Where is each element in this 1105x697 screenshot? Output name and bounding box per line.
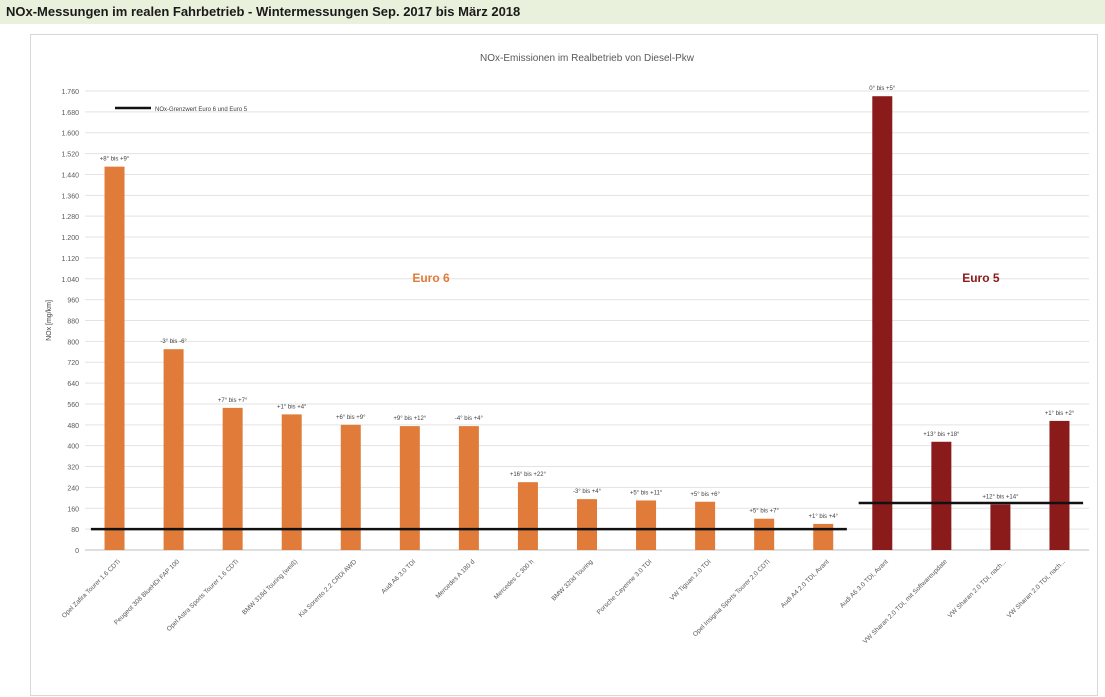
data-label: +5° bis +6°: [690, 492, 720, 498]
bar: [163, 349, 184, 550]
y-tick-label: 1.760: [61, 89, 79, 96]
nox-bar-chart: NOx-Emissionen im Realbetrieb von Diesel…: [46, 53, 1089, 645]
y-tick-label: 480: [67, 423, 79, 430]
y-tick-label: 240: [67, 485, 79, 492]
x-tick-label: Porsche Cayenne 3.0 TDI: [596, 558, 654, 616]
x-tick-label: VW Sharan 2.0 TDI, nach...: [947, 558, 1008, 619]
y-tick-label: 1.600: [61, 131, 79, 138]
x-tick-label: Opel Zafira Tourer 1.6 CDTi: [61, 558, 122, 619]
data-label: +16° bis +22°: [510, 472, 547, 478]
data-label: +1° bis +4°: [277, 404, 307, 410]
y-tick-label: 320: [67, 465, 79, 472]
bar: [1049, 420, 1070, 550]
data-label: +6° bis +9°: [336, 415, 366, 421]
y-tick-label: 1.040: [61, 277, 79, 284]
bar: [281, 414, 302, 550]
bar: [399, 426, 420, 550]
x-tick-label: VW Sharan 2.0 TDI, nach...: [1006, 558, 1067, 619]
x-tick-label: BMW 318d Touring (weiß): [241, 558, 299, 616]
bar: [340, 424, 361, 550]
y-tick-label: 160: [67, 506, 79, 513]
data-label: +5° bis +11°: [630, 490, 663, 496]
bar: [695, 501, 716, 550]
page-header: NOx-Messungen im realen Fahrbetrieb - Wi…: [0, 0, 1105, 24]
y-tick-label: 1.520: [61, 152, 79, 159]
data-label: +13° bis +18°: [923, 432, 960, 438]
data-label: +8° bis +9°: [100, 157, 130, 163]
y-tick-label: 0: [75, 548, 79, 555]
group-label: Euro 5: [962, 271, 1000, 285]
bar: [813, 523, 834, 550]
x-tick-label: BMW 320d Touring: [550, 558, 594, 602]
y-tick-label: 80: [71, 527, 79, 534]
x-tick-label: VW Tiguan 2.0 TDI: [669, 558, 713, 602]
y-tick-label: 960: [67, 298, 79, 305]
group-label: Euro 6: [412, 271, 450, 285]
y-tick-label: 1.200: [61, 235, 79, 242]
data-label: +9° bis +12°: [393, 416, 426, 422]
x-tick-label: Peugeot 308 BlueHDi FAP 100: [113, 558, 181, 626]
y-tick-label: 880: [67, 319, 79, 326]
x-tick-label: Mercedes C 300 h: [493, 558, 536, 601]
y-axis-label: NOx [mg/km]: [46, 300, 53, 341]
y-tick-label: 1.440: [61, 172, 79, 179]
y-tick-label: 560: [67, 402, 79, 409]
x-tick-label: Audi A6 3.0 TDI: [380, 558, 417, 595]
data-label: +1° bis +2°: [1045, 411, 1075, 417]
data-label: -3° bis +4°: [573, 489, 602, 495]
bar: [577, 499, 597, 550]
bar: [458, 426, 479, 550]
x-tick-label: Mercedes A 180 d: [435, 558, 477, 600]
bar: [990, 504, 1011, 550]
x-tick-label: Audi A6 3.0 TDI, Avant: [839, 558, 890, 609]
data-label: +7° bis +7°: [218, 398, 248, 404]
data-label: -3° bis -6°: [160, 339, 187, 345]
bar: [104, 166, 125, 550]
data-label: +1° bis +4°: [808, 514, 838, 520]
y-tick-label: 400: [67, 444, 79, 451]
bar: [517, 482, 538, 550]
x-tick-label: Audi A4 2.0 TDI, Avant: [780, 558, 831, 609]
y-tick-label: 720: [67, 360, 79, 367]
y-tick-label: 1.120: [61, 256, 79, 263]
bar: [872, 96, 893, 550]
bar: [636, 500, 657, 550]
data-label: +5° bis +7°: [749, 509, 779, 515]
y-tick-label: 1.680: [61, 110, 79, 117]
x-tick-label: Kia Sorento 2.2 CRDi AWD: [298, 558, 359, 619]
bar: [222, 407, 243, 550]
chart-title: NOx-Emissionen im Realbetrieb von Diesel…: [480, 53, 695, 64]
data-label: 0° bis +5°: [869, 86, 896, 92]
legend-label: NOx-Grenzwert Euro 6 und Euro 5: [155, 107, 248, 113]
y-tick-label: 1.280: [61, 214, 79, 221]
page-title: NOx-Messungen im realen Fahrbetrieb - Wi…: [6, 4, 521, 19]
bar: [754, 518, 775, 550]
y-tick-label: 800: [67, 339, 79, 346]
y-tick-label: 640: [67, 381, 79, 388]
bar: [931, 441, 952, 550]
y-tick-label: 1.360: [61, 193, 79, 200]
chart-area: NOx-Emissionen im Realbetrieb von Diesel…: [30, 34, 1098, 696]
x-tick-label: Opel Astra Sports Tourer 1.6 CDTi: [166, 558, 240, 632]
data-label: -4° bis +4°: [455, 416, 484, 422]
data-label: +12° bis +14°: [982, 494, 1019, 500]
